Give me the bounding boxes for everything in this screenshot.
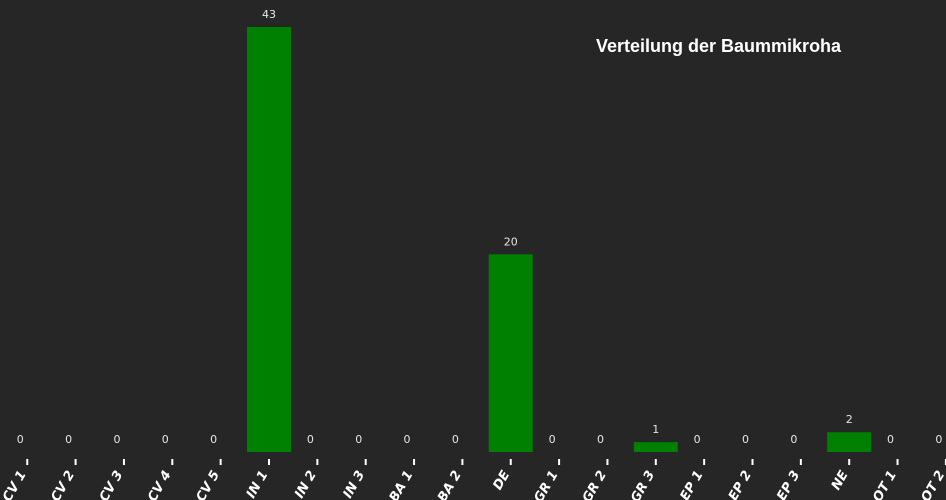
x-tick-label: BA 1 <box>387 468 417 500</box>
value-label: 0 <box>307 433 314 446</box>
chart-title: Verteilung der Baummikroha <box>596 36 842 56</box>
value-label: 0 <box>355 433 362 446</box>
x-tick-label: CV 1 <box>0 468 30 500</box>
x-tick-label: OT 1 <box>870 468 900 500</box>
value-label: 0 <box>742 433 749 446</box>
value-label: 2 <box>846 413 853 426</box>
value-label: 0 <box>549 433 556 446</box>
x-tick-label: GR 3 <box>628 468 658 500</box>
value-label: 0 <box>452 433 459 446</box>
value-label: 0 <box>887 433 894 446</box>
bar <box>488 254 533 452</box>
value-label: 0 <box>65 433 72 446</box>
x-tick-label: EP 1 <box>678 468 707 500</box>
x-tick-label: EP 3 <box>774 468 803 500</box>
value-label: 0 <box>210 433 217 446</box>
value-label: 0 <box>404 433 411 446</box>
x-tick-label: GR 1 <box>531 468 561 500</box>
x-tick-label: IN 3 <box>341 468 369 500</box>
value-label: 0 <box>162 433 169 446</box>
value-label: 0 <box>935 433 942 446</box>
value-label: 1 <box>652 423 659 436</box>
x-tick-label: NE <box>829 468 852 493</box>
value-label: 43 <box>262 8 276 21</box>
x-tick-label: CV 2 <box>49 468 79 500</box>
x-tick-label: CV 5 <box>194 468 224 500</box>
x-tick-label: DE <box>490 468 513 493</box>
bar <box>827 432 872 452</box>
x-tick-label: BA 2 <box>435 468 465 500</box>
value-label: 0 <box>597 433 604 446</box>
x-tick-label: IN 2 <box>292 468 320 500</box>
value-label: 0 <box>113 433 120 446</box>
x-tick-label: IN 1 <box>244 468 272 500</box>
bar <box>247 27 291 452</box>
x-tick-label: GR 2 <box>580 468 610 500</box>
x-tick-label: CV 3 <box>97 468 127 500</box>
x-tick-label: EP 2 <box>726 468 755 500</box>
x-tick-label: CV 4 <box>145 468 175 500</box>
x-tick-label: OT 2 <box>919 468 946 500</box>
value-label: 0 <box>790 433 797 446</box>
value-label: 0 <box>17 433 24 446</box>
value-label: 20 <box>504 235 518 248</box>
bar <box>633 442 678 452</box>
value-label: 0 <box>694 433 701 446</box>
